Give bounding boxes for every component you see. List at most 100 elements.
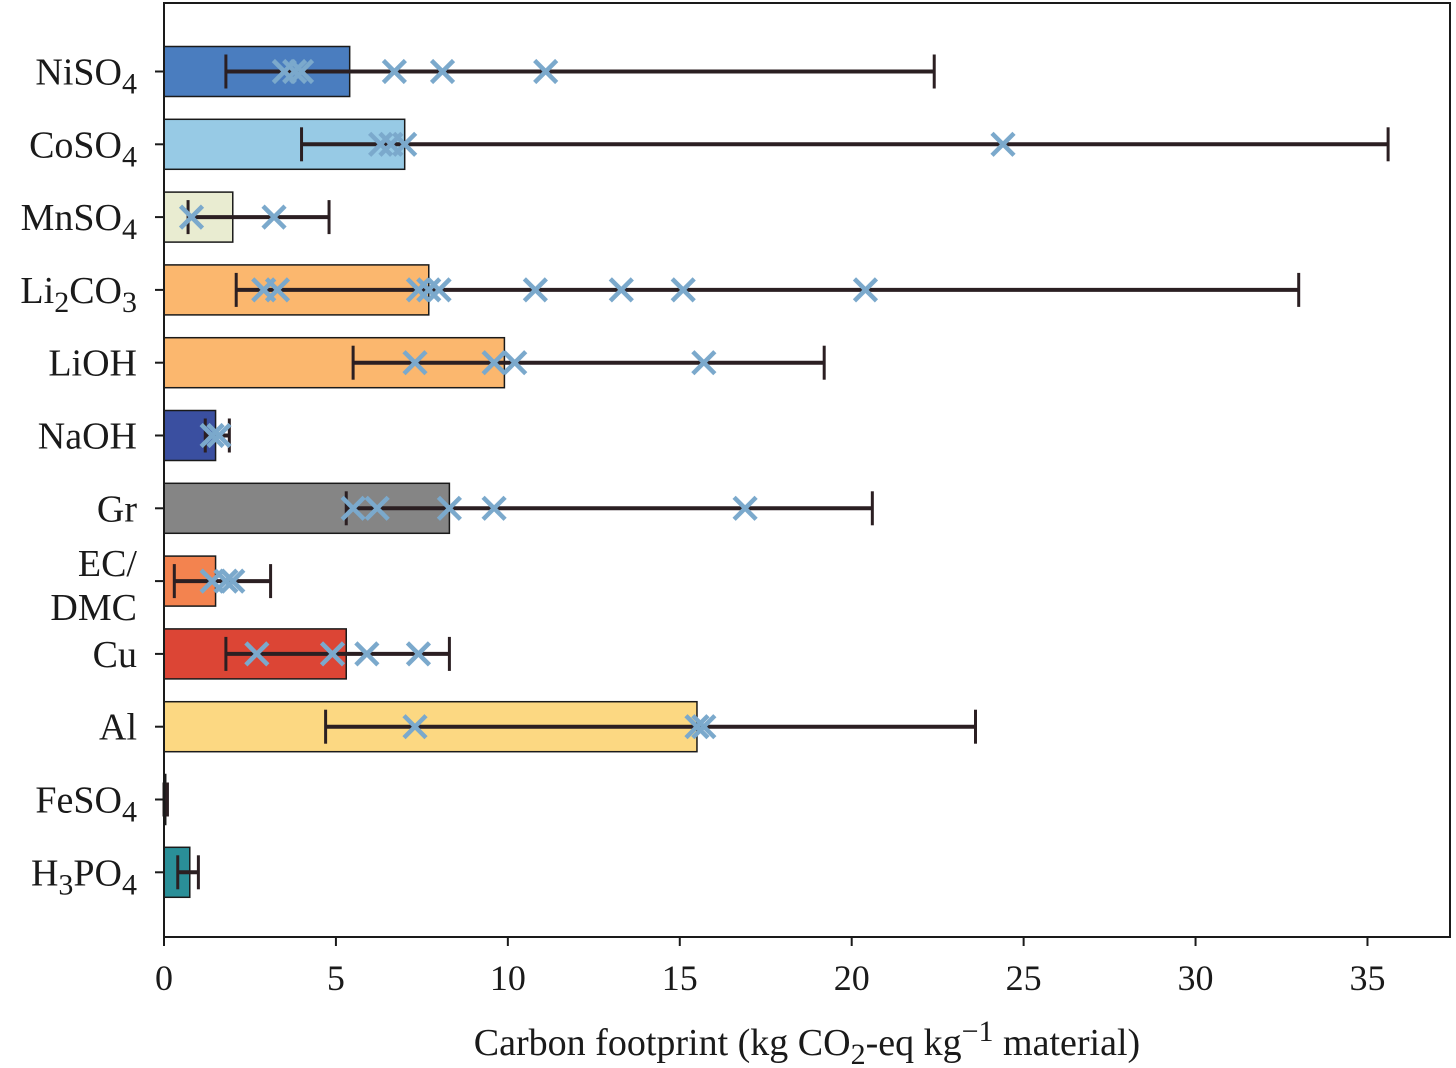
- marker-stroke: [405, 277, 432, 303]
- marker-stroke: [429, 58, 456, 85]
- x-tick-label: 25: [1006, 958, 1042, 998]
- data-point-marker: [199, 422, 225, 449]
- category-label-lioh: LiOH: [48, 343, 137, 385]
- data-point-marker: [481, 350, 507, 376]
- marker-stroke: [670, 277, 696, 303]
- marker-stroke: [319, 641, 346, 667]
- marker-stroke: [436, 495, 462, 521]
- category-label-h3po4: H3PO4: [31, 852, 137, 901]
- data-point-marker: [670, 277, 696, 303]
- x-tick-label: 20: [834, 958, 870, 998]
- category-label-niso4: NiSO4: [35, 52, 137, 101]
- data-point-marker: [416, 277, 442, 303]
- errorbar-niso4: [224, 54, 936, 89]
- data-point-marker: [691, 350, 717, 376]
- errorbar-h3po4: [176, 855, 200, 890]
- marker-stroke: [340, 495, 366, 521]
- marker-stroke: [416, 277, 442, 303]
- x-tick-label: 0: [155, 958, 173, 998]
- data-point-marker: [354, 641, 380, 667]
- marker-stroke: [354, 641, 380, 667]
- marker-stroke: [244, 641, 270, 667]
- category-label-cu: Cu: [93, 634, 137, 676]
- data-point-marker: [481, 495, 507, 521]
- marker-stroke: [691, 350, 717, 376]
- marker-stroke: [990, 131, 1016, 157]
- marker-stroke: [264, 277, 291, 303]
- data-point-marker: [368, 131, 394, 157]
- marker-stroke: [206, 422, 232, 449]
- category-label-li2co3: Li2CO3: [20, 270, 137, 319]
- marker-stroke: [405, 641, 432, 667]
- bars-layer: [163, 45, 698, 899]
- data-point-marker: [436, 495, 462, 521]
- marker-stroke: [481, 350, 507, 376]
- marker-stroke: [684, 714, 710, 740]
- marker-stroke: [691, 714, 717, 740]
- data-point-marker: [206, 422, 232, 449]
- marker-stroke: [402, 714, 428, 740]
- data-point-marker: [178, 204, 205, 230]
- data-point-marker: [244, 641, 270, 667]
- data-point-marker: [392, 131, 418, 157]
- category-label-ec-dmc: EC/: [78, 543, 138, 585]
- x-axis-label: Carbon footprint (kg CO2-eq kg−1 materia…: [474, 1015, 1140, 1068]
- marker-stroke: [213, 568, 239, 594]
- errorbar-mnso4: [186, 200, 331, 235]
- marker-stroke: [178, 204, 205, 230]
- data-point-marker: [319, 641, 346, 667]
- x-tick-label: 10: [490, 958, 526, 998]
- data-point-marker: [405, 277, 432, 303]
- marker-stroke: [288, 58, 315, 85]
- data-point-marker: [213, 568, 239, 594]
- y-axis: NiSO4 CoSO4 MnSO4 Li2CO3 LiOH NaOH Gr EC/DMC Cu A…: [20, 52, 164, 901]
- category-label-feso4: FeSO4: [35, 780, 137, 829]
- data-point-marker: [402, 714, 428, 740]
- marker-stroke: [426, 277, 452, 303]
- data-point-marker: [990, 131, 1016, 157]
- data-point-marker: [852, 277, 879, 303]
- marker-stroke: [732, 495, 758, 521]
- x-tick-label: 5: [327, 958, 345, 998]
- x-tick-label: 30: [1178, 958, 1214, 998]
- marker-stroke: [522, 277, 548, 303]
- errorbar-gr: [344, 491, 874, 526]
- errorbar-al: [324, 709, 977, 744]
- category-label-mnso4: MnSO4: [21, 197, 137, 246]
- errorbar-ec-dmc: [172, 564, 273, 599]
- data-point-marker: [533, 58, 559, 85]
- data-point-marker: [684, 714, 710, 740]
- data-point-marker: [288, 58, 315, 85]
- data-point-marker: [261, 204, 287, 230]
- data-point-marker: [691, 714, 717, 740]
- marker-stroke: [392, 131, 418, 157]
- marker-stroke: [381, 58, 407, 85]
- marker-stroke: [533, 58, 559, 85]
- marker-stroke: [368, 131, 394, 157]
- errorbar-lioh: [351, 345, 826, 380]
- data-point-marker: [340, 495, 366, 521]
- data-point-marker: [364, 495, 390, 521]
- data-point-marker: [502, 350, 528, 376]
- marker-stroke: [282, 58, 308, 85]
- errorbar-coso4: [300, 127, 1390, 162]
- marker-stroke: [220, 568, 246, 594]
- data-point-marker: [282, 58, 308, 85]
- marker-stroke: [261, 204, 287, 230]
- plot-frame: [163, 2, 1451, 938]
- marker-stroke: [481, 495, 507, 521]
- x-tick-label: 35: [1349, 958, 1385, 998]
- data-point-marker: [732, 495, 758, 521]
- category-label-al: Al: [99, 707, 137, 749]
- marker-stroke: [502, 350, 528, 376]
- marker-stroke: [364, 495, 390, 521]
- errorbar-cu: [224, 636, 451, 671]
- category-label-coso4: CoSO4: [29, 124, 137, 173]
- points-layer: [178, 58, 1016, 740]
- data-point-marker: [429, 58, 456, 85]
- data-point-marker: [220, 568, 246, 594]
- x-tick-label: 15: [662, 958, 698, 998]
- category-label-ec-dmc: DMC: [50, 587, 137, 629]
- x-axis: 0 5 10 15 20 25 30 35: [155, 937, 1385, 998]
